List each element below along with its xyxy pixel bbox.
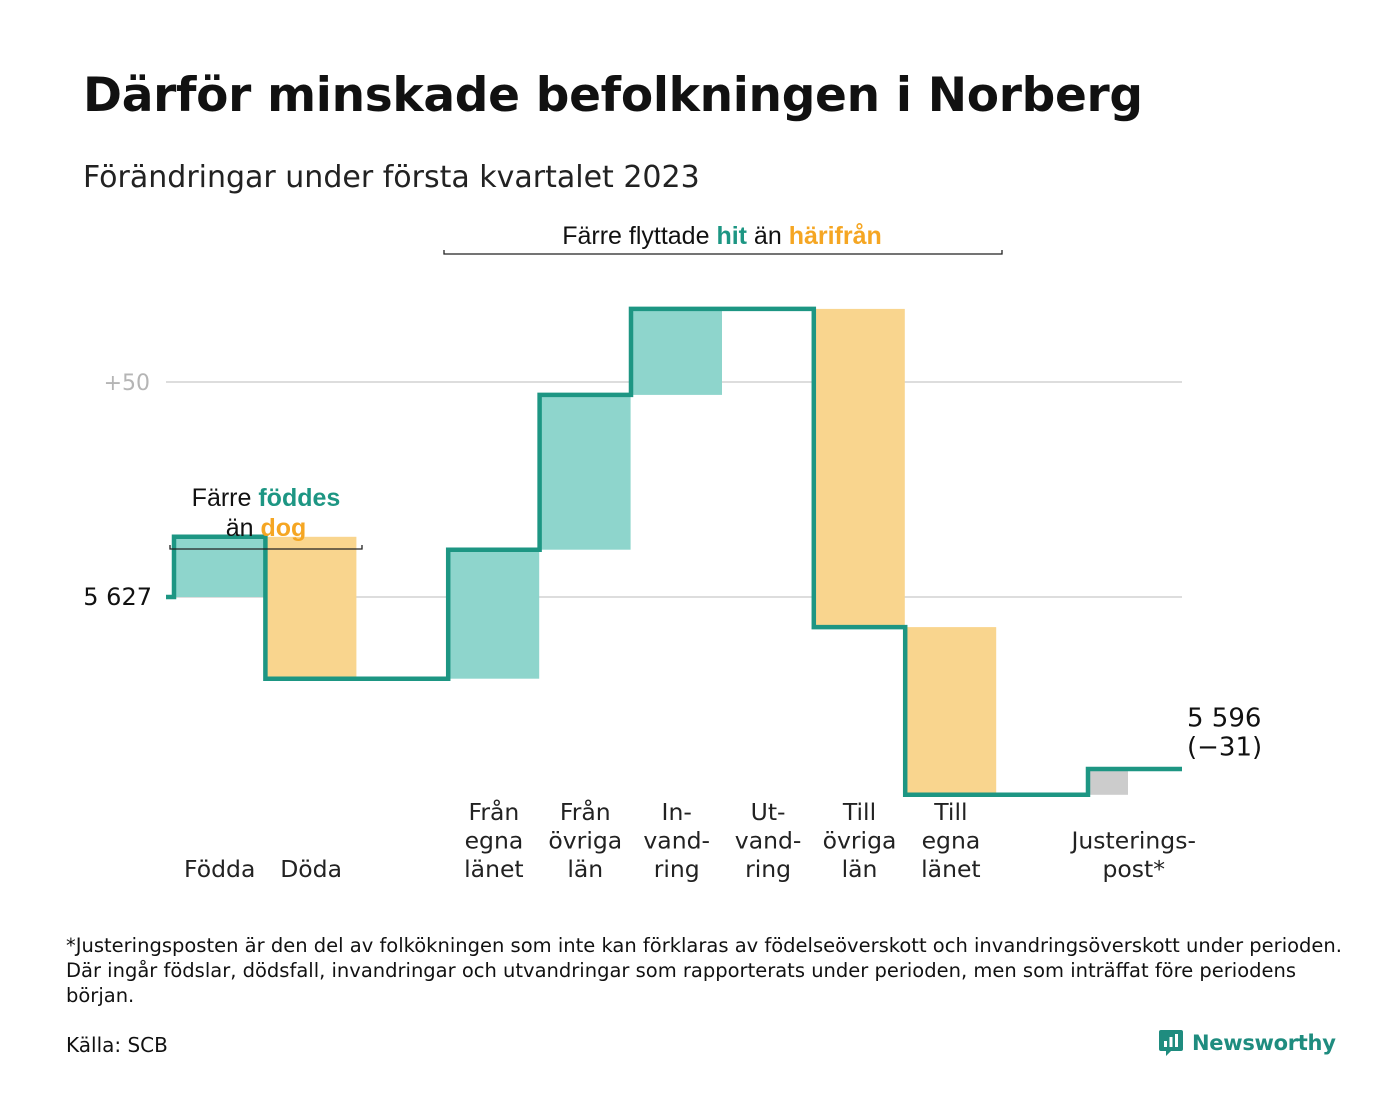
cumulative-line — [166, 306, 1182, 798]
newsworthy-logo-icon — [1159, 1030, 1183, 1056]
category-label: Ut- — [751, 798, 786, 826]
category-label: vand- — [735, 827, 802, 855]
annotation-bracket — [443, 250, 1003, 255]
bar-layer — [174, 308, 1128, 795]
category-label: Döda — [280, 855, 342, 883]
annotation-segment: härifrån — [789, 222, 882, 250]
footnote: *Justeringsposten är den del av folkökni… — [66, 934, 1342, 1007]
annotation-segment: föddes — [258, 484, 340, 512]
source-note: Källa: SCB — [66, 1033, 168, 1057]
bar-increase — [174, 536, 265, 597]
annotation-segment: än — [747, 222, 789, 250]
annotation-text: Färre föddes — [192, 484, 341, 512]
start-value-label: 5 627 — [83, 583, 152, 611]
annotation-text: än dog — [226, 514, 307, 542]
bar-adjustment — [1088, 769, 1128, 795]
newsworthy-logo[interactable]: Newsworthy — [1158, 1028, 1336, 1058]
annotation-segment: Färre — [192, 484, 259, 512]
category-label: Till — [933, 798, 967, 826]
category-label: vand- — [643, 827, 710, 855]
annotation-segment: hit — [716, 222, 747, 250]
annotation-text: Färre flyttade hit än härifrån — [562, 222, 882, 250]
category-label: Justerings- — [1069, 827, 1195, 855]
end-change-label: (−31) — [1187, 732, 1262, 762]
category-label: länet — [464, 855, 524, 883]
y-tick-label: +50 — [104, 371, 150, 396]
newsworthy-logo-text: Newsworthy — [1192, 1031, 1336, 1055]
annotation-segment: än — [226, 514, 261, 542]
label-layer: 5 596(−31)Födda DödaFrånegnalänetFrånövri… — [184, 703, 1262, 883]
category-label: In- — [662, 798, 692, 826]
line-layer — [166, 306, 1182, 798]
category-label: egna — [922, 827, 981, 855]
bar-decrease — [813, 308, 905, 628]
category-label: Från — [560, 798, 611, 826]
category-label: ring — [745, 855, 791, 883]
annotation-segment: Färre flyttade — [562, 222, 716, 250]
bar-decrease — [905, 627, 997, 795]
annotation-segment: dog — [260, 514, 306, 542]
chart-subtitle: Förändringar under första kvartalet 2023 — [83, 160, 700, 195]
category-label: ring — [654, 855, 700, 883]
category-label: län — [842, 855, 878, 883]
category-label: Till — [842, 798, 876, 826]
category-label: övriga — [548, 827, 622, 855]
category-label: Från — [469, 798, 520, 826]
source-text: Källa: SCB — [66, 1033, 168, 1057]
end-value-label: 5 596 — [1187, 703, 1261, 733]
bar-increase — [448, 549, 540, 679]
chart-title: Därför minskade befolkningen i Norberg — [83, 68, 1143, 123]
category-label: län — [567, 855, 603, 883]
bar-increase — [539, 394, 631, 550]
bar-increase — [631, 308, 722, 395]
category-label: övriga — [823, 827, 897, 855]
category-label: post* — [1102, 855, 1165, 883]
annotation-bracket — [169, 545, 363, 550]
category-label: länet — [921, 855, 981, 883]
category-label: egna — [465, 827, 524, 855]
category-label: Födda — [184, 855, 255, 883]
bar-decrease — [265, 536, 357, 679]
